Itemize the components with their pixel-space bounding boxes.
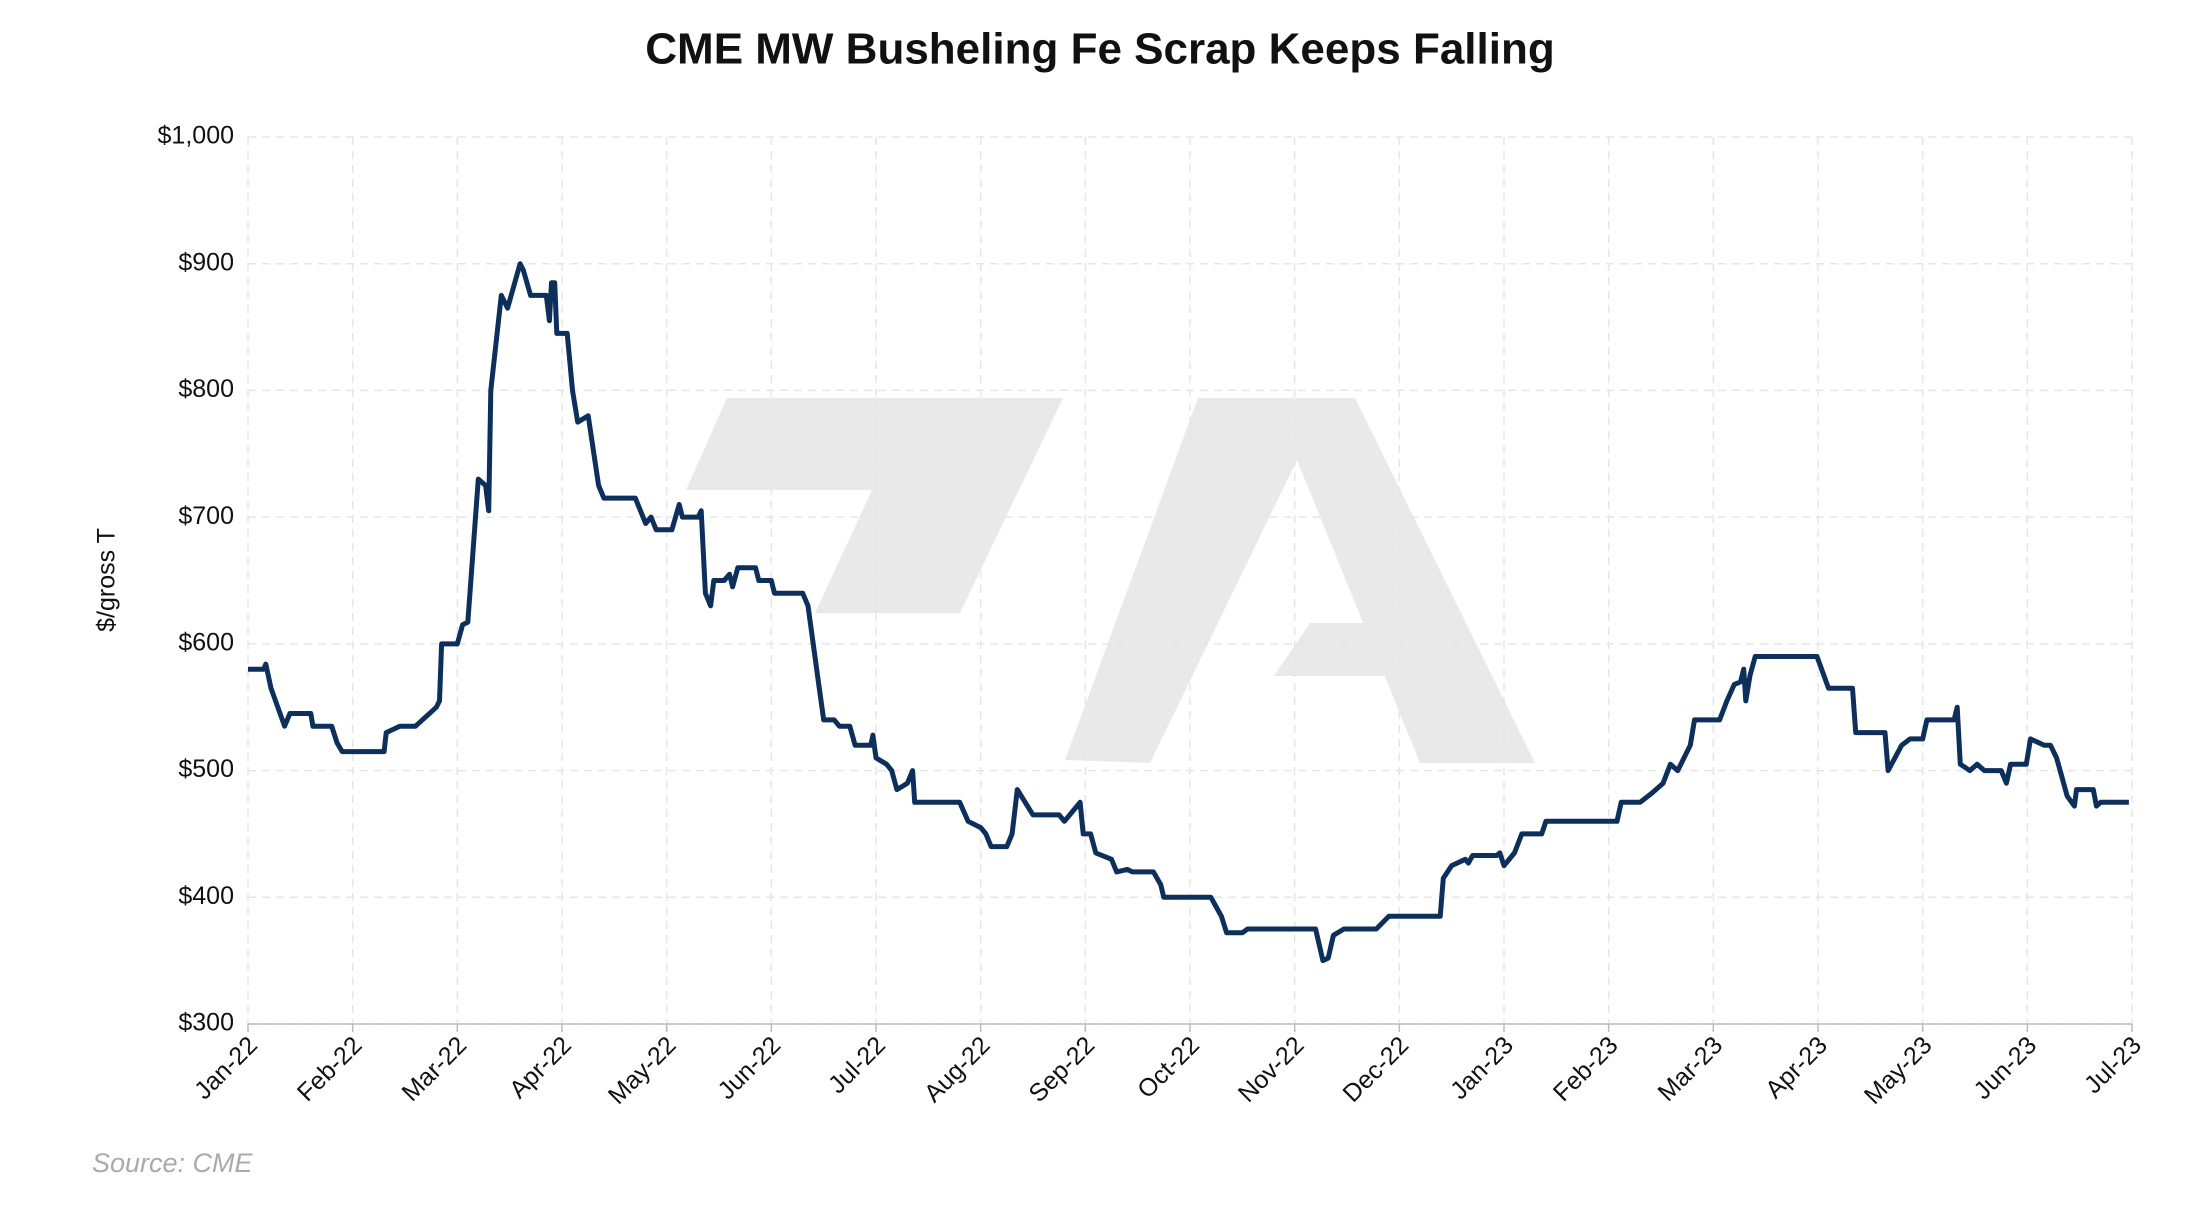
y-axis-label: $/gross T [93,528,121,632]
x-tick-label: Jul-23 [2079,1031,2147,1099]
x-tick-label: May-22 [603,1031,682,1110]
x-tick-label: Dec-22 [1337,1031,1414,1108]
source-note: Source: CME [92,1148,254,1178]
x-tick-label: Jan-23 [1445,1031,1519,1105]
x-tick-label: Feb-23 [1548,1031,1624,1107]
x-tick-label: May-23 [1859,1031,1938,1110]
y-tick-label: $400 [178,882,234,910]
x-tick-label: Aug-22 [919,1031,996,1108]
x-tick-label: Oct-22 [1132,1031,1205,1104]
y-tick-label: $700 [178,502,234,530]
y-tick-label: $300 [178,1009,234,1037]
y-tick-label: $900 [178,248,234,276]
x-tick-label: Apr-23 [1760,1031,1833,1104]
watermark-shape [1065,398,1535,763]
y-tick-label: $1,000 [158,122,234,150]
x-tick-label: Nov-22 [1233,1031,1310,1108]
watermark [686,398,1535,763]
price-line [248,261,2129,964]
y-tick-label: $600 [178,628,234,656]
y-tick-label: $800 [178,375,234,403]
y-tick-label: $500 [178,755,234,783]
chart-title: CME MW Busheling Fe Scrap Keeps Falling [645,25,1554,74]
x-tick-label: Feb-22 [292,1031,368,1107]
x-tick-label: Jul-22 [823,1031,891,1099]
x-tick-label: Jan-22 [189,1031,263,1105]
x-tick-label: Mar-23 [1652,1031,1728,1107]
x-tick-label: Mar-22 [396,1031,472,1107]
watermark-shape [686,398,1063,613]
x-tick-label: Jun-22 [712,1031,786,1105]
watermark-shape [1274,623,1410,676]
x-tick-label: Jun-23 [1968,1031,2042,1105]
x-tick-label: Apr-22 [504,1031,577,1104]
x-tick-label: Sep-22 [1023,1031,1100,1108]
